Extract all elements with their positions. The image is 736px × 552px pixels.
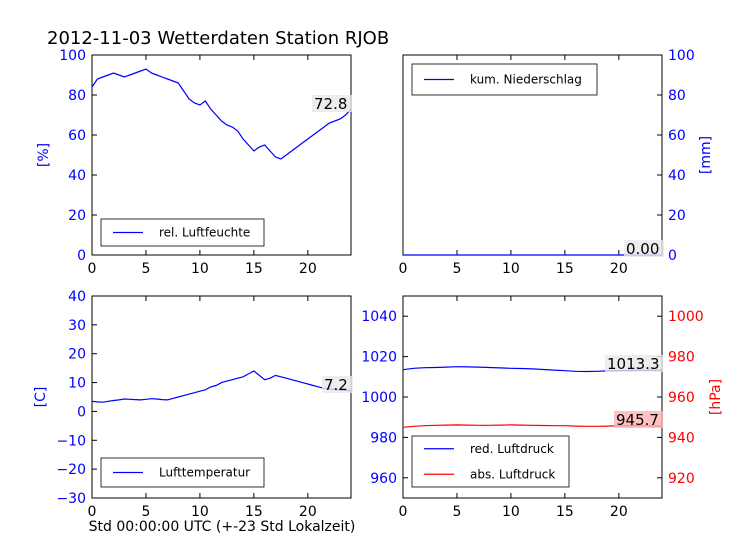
temperature-frame	[91, 295, 352, 499]
humidity-ytick-label: 80	[68, 88, 86, 104]
pressure-abs-last-value: 945.7	[616, 411, 659, 429]
temperature-ytick-label: −10	[56, 433, 86, 449]
humidity-ytick-label: 60	[68, 128, 86, 144]
humidity-legend-label: rel. Luftfeuchte	[159, 226, 250, 240]
humidity-ytick-label: 100	[59, 48, 86, 64]
humidity-ylabel: [%]	[36, 143, 52, 167]
x-axis-label: Std 00:00:00 UTC (+-23 Std Lokalzeit)	[89, 519, 356, 535]
humidity-frame	[91, 54, 352, 256]
humidity-xtick-label: 15	[245, 261, 263, 277]
pressure-xtick-label: 5	[452, 504, 461, 520]
pressure-red-last-value: 1013.3	[607, 355, 660, 373]
pressure-right-ytick-label: 1000	[668, 309, 704, 325]
pressure-right-ytick-label: 960	[668, 390, 695, 406]
precipitation-xtick-label: 5	[452, 261, 461, 277]
temperature-xtick-label: 20	[299, 504, 317, 520]
precipitation-ytick-label: 0	[668, 248, 677, 264]
precipitation-last-bg	[624, 240, 664, 257]
temperature-ytick-label: 40	[68, 289, 86, 305]
precipitation-xtick-label: 20	[610, 261, 628, 277]
humidity-xtick-label: 20	[299, 261, 317, 277]
humidity-ytick-label: 20	[68, 208, 86, 224]
temperature-ytick-label: 30	[68, 318, 86, 334]
pressure-legend-box	[411, 435, 570, 488]
pressure-ytick-label: 1000	[361, 390, 397, 406]
temperature-ylabel: [C]	[33, 387, 49, 408]
precipitation-ytick-label: 80	[668, 88, 686, 104]
temperature-ytick-label: 20	[68, 347, 86, 363]
pressure-xtick-label: 15	[556, 504, 574, 520]
temperature-legend-label: Lufttemperatur	[159, 466, 250, 480]
temperature-xtick-label: 0	[88, 504, 97, 520]
temperature-xtick-label: 10	[191, 504, 209, 520]
precipitation-ylabel: [mm]	[698, 136, 714, 174]
pressure-right-ytick-label: 940	[668, 430, 695, 446]
pressure-xtick-label: 10	[502, 504, 520, 520]
humidity-xtick-label: 10	[191, 261, 209, 277]
pressure-ytick-label: 1020	[361, 350, 397, 366]
temperature-ytick-label: −30	[56, 491, 86, 507]
precipitation-ytick-label: 20	[668, 208, 686, 224]
pressure-ytick-label: 1040	[361, 309, 397, 325]
figure-title: 2012-11-03 Wetterdaten Station RJOB	[47, 28, 389, 49]
pressure-legend-label: abs. Luftdruck	[470, 467, 555, 481]
humidity-ytick-label: 0	[77, 248, 86, 264]
pressure-xtick-label: 20	[610, 504, 628, 520]
precipitation-xtick-label: 0	[399, 261, 408, 277]
pressure-xtick-label: 0	[399, 504, 408, 520]
temperature-xtick-label: 5	[141, 504, 150, 520]
temperature-ytick-label: 10	[68, 376, 86, 392]
temperature-ytick-label: −20	[56, 462, 86, 478]
pressure-red-last-bg	[605, 355, 663, 372]
precipitation-xtick-label: 10	[502, 261, 520, 277]
pressure-abs-last-bg	[614, 411, 663, 428]
humidity-series-line	[91, 68, 352, 160]
humidity-xtick-label: 5	[141, 261, 150, 277]
humidity-xtick-label: 0	[88, 261, 97, 277]
pressure-legend-label: red. Luftdruck	[470, 442, 554, 456]
humidity-ytick-label: 40	[68, 168, 86, 184]
pressure-ylabel: [hPa]	[708, 379, 724, 415]
precipitation-last-value: 0.00	[626, 240, 659, 258]
pressure-ytick-label: 980	[370, 430, 397, 446]
precipitation-ytick-label: 100	[668, 48, 695, 64]
precipitation-ytick-label: 40	[668, 168, 686, 184]
pressure-right-ytick-label: 920	[668, 471, 695, 487]
precipitation-xtick-label: 15	[556, 261, 574, 277]
pressure-right-ytick-label: 980	[668, 350, 695, 366]
temperature-xtick-label: 15	[245, 504, 263, 520]
precipitation-legend-label: kum. Niederschlag	[470, 73, 582, 87]
humidity-last-bg	[312, 95, 352, 112]
humidity-last-value: 72.8	[314, 95, 347, 113]
pressure-ytick-label: 960	[370, 471, 397, 487]
temperature-series-line	[91, 370, 352, 403]
temperature-ytick-label: 0	[77, 404, 86, 420]
temperature-last-bg	[322, 376, 353, 393]
precipitation-ytick-label: 60	[668, 128, 686, 144]
temperature-last-value: 7.2	[324, 376, 348, 394]
